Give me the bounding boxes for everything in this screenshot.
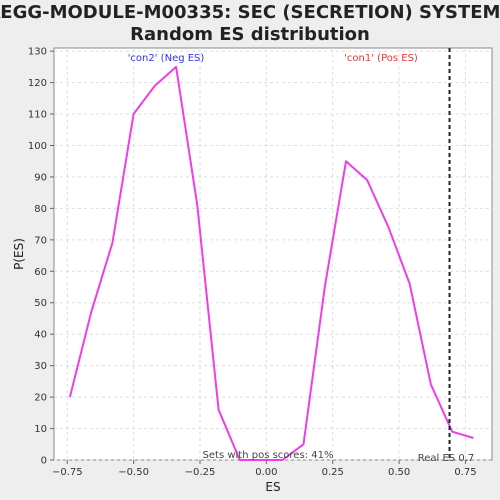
x-tick-label: −0.75	[52, 467, 83, 478]
series-layer	[68, 65, 474, 461]
chart-title-line1: KEGG-MODULE-M00335: SEC (SECRETION) SYST…	[0, 2, 500, 23]
x-tick-label: −0.50	[118, 467, 149, 478]
real-es-label: Real ES 0.7	[418, 453, 474, 464]
y-tick-label: 90	[34, 172, 47, 183]
y-tick-label: 70	[34, 235, 47, 246]
y-tick-label: 110	[28, 110, 47, 121]
y-tick-label: 80	[34, 204, 47, 215]
y-tick-label: 0	[41, 456, 47, 467]
y-axis-label: P(ES)	[12, 238, 26, 270]
y-tick-label: 50	[34, 298, 47, 309]
y-tick-label: 120	[28, 78, 47, 89]
y-tick-label: 20	[34, 393, 47, 404]
es-distribution-line	[68, 65, 474, 461]
y-tick-label: 30	[34, 361, 47, 372]
x-tick-label: −0.25	[185, 467, 216, 478]
x-tick-label: 0.75	[454, 467, 476, 478]
y-tick-label: 60	[34, 267, 47, 278]
y-axis-ticks: 0 10 20 30 40 50 60 70 80 90 100 110 120 130	[28, 47, 54, 467]
y-tick-label: 40	[34, 330, 47, 341]
y-tick-label: 10	[34, 424, 47, 435]
chart-title-line2: Random ES distribution	[130, 24, 370, 45]
x-tick-label: 0.50	[388, 467, 410, 478]
y-tick-label: 100	[28, 141, 47, 152]
x-tick-label: 0.25	[322, 467, 344, 478]
x-axis-ticks: −0.75 −0.50 −0.25 0.00 0.25 0.50 0.75	[52, 460, 477, 478]
grid	[54, 48, 492, 461]
sets-pos-scores-annotation: Sets with pos scores: 41%	[203, 450, 334, 461]
plot-area	[53, 47, 493, 461]
x-axis-label: ES	[265, 480, 280, 494]
y-tick-label: 130	[28, 47, 47, 58]
neg-es-annotation: 'con2' (Neg ES)	[128, 53, 205, 64]
pos-es-annotation: 'con1' (Pos ES)	[344, 53, 418, 64]
x-tick-label: 0.00	[255, 467, 277, 478]
